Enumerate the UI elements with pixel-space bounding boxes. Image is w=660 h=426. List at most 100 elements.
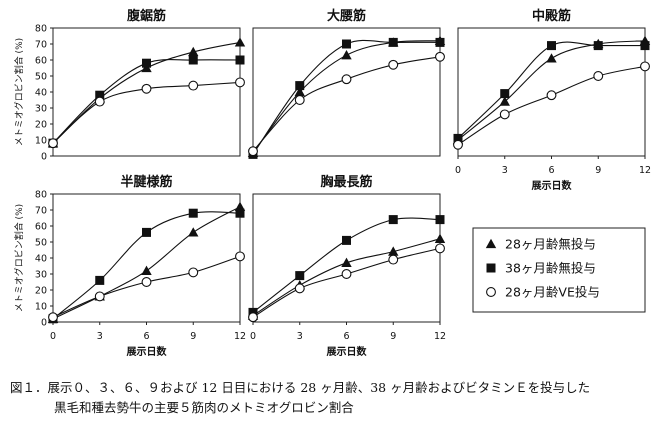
series-line-circle — [457, 65, 646, 146]
y-tick-label: 80 — [35, 190, 47, 201]
data-point-square — [342, 39, 351, 49]
y-tick-label: 60 — [35, 222, 47, 233]
y-tick-label: 70 — [35, 206, 47, 217]
data-point-circle — [235, 77, 245, 88]
x-axis-label: 展示日数 — [127, 345, 168, 358]
y-tick-label: 50 — [35, 72, 47, 83]
series-line-triangle — [52, 206, 241, 320]
data-point-square — [547, 41, 556, 51]
data-point-circle — [453, 139, 463, 150]
data-point-circle — [141, 83, 152, 94]
chart-panel-2: 大腰筋 — [247, 8, 446, 159]
data-point-square — [295, 271, 305, 281]
plot-frame — [52, 193, 241, 323]
data-point-square — [500, 89, 510, 99]
data-point-circle — [188, 267, 199, 278]
data-point-triangle — [388, 246, 399, 256]
x-tick-label: 3 — [502, 165, 508, 176]
legend-label: 28ヶ月齢VE投与 — [505, 285, 600, 300]
y-tick-label: 10 — [35, 302, 47, 313]
y-tick-label: 60 — [35, 56, 47, 67]
data-point-square — [142, 58, 151, 68]
chart-panel-1: 腹鋸筋 0 10 20 30 40 50 60 70 80 メトミオグロビン割合 (%) — [13, 8, 246, 163]
data-point-circle — [499, 109, 510, 120]
data-point-triangle — [341, 257, 352, 267]
chart-title: 中殿筋 — [532, 8, 571, 24]
x-tick-label: 6 — [143, 331, 149, 342]
data-point-triangle — [341, 50, 352, 60]
y-tick-label: 50 — [35, 238, 47, 249]
chart-panel-5: 胸最長筋 0 3 6 9 12 展示日数 — [247, 174, 446, 358]
data-point-circle — [341, 74, 352, 85]
data-point-circle — [294, 95, 305, 105]
data-point-triangle — [499, 96, 510, 106]
data-point-square — [593, 41, 603, 51]
x-tick-label: 3 — [297, 331, 303, 342]
x-tick-label: 12 — [434, 331, 446, 342]
x-tick-label: 9 — [390, 331, 396, 342]
y-tick-label: 30 — [35, 270, 47, 281]
data-point-square — [388, 215, 398, 225]
data-point-circle — [94, 96, 105, 107]
y-axis-label: メトミオグロビン割合 (%) — [13, 38, 25, 146]
legend-marker-circle — [486, 287, 496, 297]
x-tick-label: 0 — [455, 165, 461, 176]
figure-caption: 図１．展示０、３、６、９および 12 日目における 28 ヶ月齢、38 ヶ月齢お… — [10, 378, 655, 418]
legend-marker-triangle — [485, 238, 497, 249]
legend-box — [472, 227, 646, 313]
chart-panel-3: 中殿筋 0 3 6 9 12 展示日数 — [452, 8, 651, 192]
plot-frame — [252, 27, 441, 157]
x-tick-label: 12 — [639, 165, 651, 176]
data-point-circle — [188, 80, 199, 91]
y-tick-label: 0 — [41, 318, 47, 329]
data-point-circle — [235, 251, 245, 262]
data-point-circle — [341, 269, 352, 279]
data-point-square — [388, 37, 398, 47]
x-tick-label: 0 — [250, 331, 256, 342]
data-point-circle — [248, 312, 258, 323]
data-point-square — [188, 208, 198, 218]
data-point-square — [95, 275, 105, 285]
x-axis-label: 展示日数 — [532, 179, 573, 192]
data-point-square — [142, 227, 151, 237]
data-point-triangle — [234, 201, 246, 211]
data-point-circle — [94, 291, 105, 302]
x-tick-label: 9 — [595, 165, 601, 176]
data-point-circle — [593, 71, 604, 81]
caption-line-2: 黒毛和種去勢牛の主要５筋肉のメトミオグロビン割合 — [54, 400, 354, 415]
y-tick-label: 30 — [35, 104, 47, 115]
legend-marker-square — [486, 263, 496, 273]
x-tick-label: 6 — [548, 165, 554, 176]
y-tick-label: 20 — [35, 286, 47, 297]
data-point-square — [295, 81, 305, 91]
chart-title: 半腱様筋 — [120, 174, 172, 190]
data-point-square — [435, 215, 445, 225]
data-point-square — [640, 41, 650, 51]
x-tick-label: 6 — [343, 331, 349, 342]
y-tick-label: 80 — [35, 24, 47, 35]
y-tick-label: 40 — [35, 254, 47, 265]
y-tick-label: 70 — [35, 40, 47, 51]
chart-title: 胸最長筋 — [320, 174, 372, 190]
data-point-circle — [640, 61, 650, 72]
data-point-circle — [388, 254, 399, 265]
data-point-triangle — [234, 37, 246, 47]
data-point-square — [235, 55, 245, 65]
data-point-triangle — [546, 53, 557, 63]
x-tick-label: 9 — [190, 331, 196, 342]
x-tick-label: 3 — [97, 331, 103, 342]
legend-label: 38ヶ月齢無投与 — [505, 261, 596, 276]
x-tick-label: 12 — [234, 331, 246, 342]
data-point-circle — [388, 59, 399, 70]
x-tick-label: 0 — [50, 331, 56, 342]
data-point-circle — [141, 277, 152, 287]
y-tick-label: 10 — [35, 136, 47, 147]
chart-title: 大腰筋 — [327, 8, 366, 24]
data-point-square — [453, 133, 463, 143]
caption-line-1: 図１．展示０、３、６、９および 12 日目における 28 ヶ月齢、38 ヶ月齢お… — [10, 380, 591, 395]
data-point-square — [342, 235, 351, 245]
y-tick-label: 40 — [35, 88, 47, 99]
data-point-circle — [435, 243, 445, 254]
data-point-square — [95, 90, 105, 100]
